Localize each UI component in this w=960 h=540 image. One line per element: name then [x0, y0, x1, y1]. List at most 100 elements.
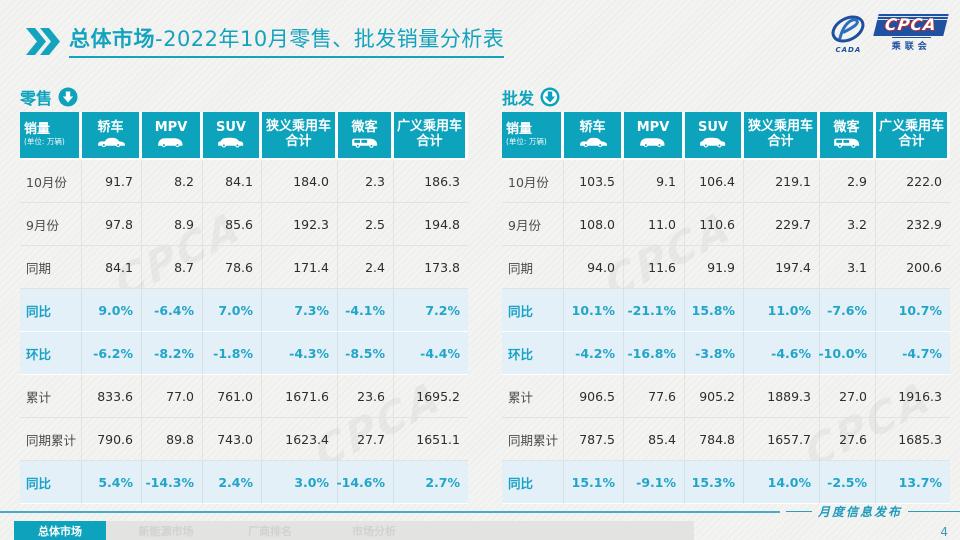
cada-emblem-icon: CADA — [825, 12, 871, 54]
table-cell: -4.4% — [394, 332, 468, 375]
tab-总体市场[interactable]: 总体市场 — [14, 521, 106, 540]
table-cell: 8.9 — [142, 203, 203, 246]
cpca-logo: CADA CPCA 乘联会 — [825, 12, 949, 54]
slide-header: 总体市场-2022年10月零售、批发销量分析表 CADA CPCA 乘联会 — [0, 0, 960, 76]
table-cell: 200.6 — [876, 246, 950, 289]
tab-厂商排名[interactable]: 厂商排名 — [248, 524, 292, 538]
table-cell: 784.8 — [685, 418, 744, 461]
table-cell: 7.0% — [203, 289, 262, 332]
column-label: 广义乘用车 — [878, 119, 944, 135]
table-cell: 3.1 — [820, 246, 876, 289]
table-cell: 2.4% — [203, 461, 262, 504]
table-cell: 232.9 — [876, 203, 950, 246]
table-cell: 1651.1 — [394, 418, 468, 461]
table-cell: 13.7% — [876, 461, 950, 504]
sales-table: 销量 (单位: 万辆) 轿车 MPV SUV 狭义乘用车 合计 微客 广义乘用车 合计 10月份 10… — [502, 112, 950, 504]
retail-table: 零售 销量 (单位: 万辆) 轿车 MPV SUV 狭义乘用车 合计 微客 广义乘用车 合计 10月份… — [20, 84, 468, 504]
table-cell: 89.8 — [142, 418, 203, 461]
table-cell: -4.1% — [338, 289, 394, 332]
table-cell: 761.0 — [203, 375, 262, 418]
row-label: 环比 — [20, 332, 82, 375]
table-cell: 2.9 — [820, 160, 876, 203]
release-label: 月度信息发布 — [817, 505, 902, 519]
table-cell: 5.4% — [82, 461, 142, 504]
table-cell: 27.0 — [820, 375, 876, 418]
unit-header-cell: 销量 (单位: 万辆) — [20, 112, 82, 160]
tab-strip: 新能源市场 厂商排名 市场分析 — [106, 521, 694, 540]
table-cell: -8.2% — [142, 332, 203, 375]
table-cell: 91.7 — [82, 160, 142, 203]
table-cell: 194.8 — [394, 203, 468, 246]
unit-label: 销量 — [506, 122, 533, 138]
unit-sub-label: (单位: 万辆) — [24, 137, 65, 147]
row-label: 同期累计 — [502, 418, 564, 461]
row-label: 同比 — [502, 289, 564, 332]
table-cell: 85.4 — [624, 418, 685, 461]
table-cell: 743.0 — [203, 418, 262, 461]
tab-新能源市场[interactable]: 新能源市场 — [138, 524, 194, 538]
table-cell: -6.4% — [142, 289, 203, 332]
sedan-icon — [97, 138, 125, 148]
table-cell: 186.3 — [394, 160, 468, 203]
table-cell: 11.6 — [624, 246, 685, 289]
column-label: MPV — [636, 119, 670, 135]
table-cell: 9.0% — [82, 289, 142, 332]
table-cell: 222.0 — [876, 160, 950, 203]
column-label-line2: 合计 — [767, 134, 794, 149]
row-label: 同期 — [20, 246, 82, 289]
row-label: 累计 — [20, 375, 82, 418]
title-subject: -2022年10月零售、批发销量分析表 — [155, 27, 505, 51]
table-cell: 106.4 — [685, 160, 744, 203]
table-cell: -10.0% — [818, 332, 876, 375]
table-cell: -7.6% — [820, 289, 876, 332]
column-label: 微客 — [351, 119, 378, 135]
table-cell: 110.6 — [685, 203, 744, 246]
table-cell: 11.0% — [744, 289, 820, 332]
table-cell: 229.7 — [744, 203, 820, 246]
row-label: 同期累计 — [20, 418, 82, 461]
table-cell: 9.1 — [624, 160, 685, 203]
table-cell: -3.8% — [685, 332, 744, 375]
table-cell: 787.5 — [564, 418, 624, 461]
suv-icon — [700, 138, 726, 148]
tab-市场分析[interactable]: 市场分析 — [352, 524, 396, 538]
unit-sub-label: (单位: 万辆) — [506, 137, 547, 147]
column-label-line2: 合计 — [285, 134, 312, 149]
column-label: MPV — [154, 119, 188, 135]
table-cell: -4.7% — [876, 332, 950, 375]
column-header-total: 广义乘用车 合计 — [394, 112, 468, 160]
wholesale-table: 批发 销量 (单位: 万辆) 轿车 MPV SUV 狭义乘用车 合计 微客 广义乘用车 合计 10月份… — [502, 84, 950, 504]
table-cell: 3.2 — [820, 203, 876, 246]
sedan-icon — [579, 138, 607, 148]
table-cell: -21.1% — [624, 289, 685, 332]
row-label: 同比 — [20, 461, 82, 504]
column-label: SUV — [698, 119, 728, 135]
table-cell: 77.6 — [624, 375, 685, 418]
row-label: 10月份 — [502, 160, 564, 203]
tables-area: 零售 销量 (单位: 万辆) 轿车 MPV SUV 狭义乘用车 合计 微客 广义乘用车 合计 10月份… — [20, 84, 950, 504]
table-cell: 84.1 — [82, 246, 142, 289]
table-cell: 7.2% — [394, 289, 468, 332]
table-cell: 2.3 — [338, 160, 394, 203]
table-cell: -4.3% — [262, 332, 338, 375]
table-cell: 8.7 — [142, 246, 203, 289]
table-cell: 27.7 — [338, 418, 394, 461]
table-cell: 171.4 — [262, 246, 338, 289]
section-head: 零售 — [20, 84, 468, 110]
table-cell: 91.9 — [685, 246, 744, 289]
column-label: SUV — [216, 119, 246, 135]
row-label: 9月份 — [20, 203, 82, 246]
table-cell: 15.8% — [685, 289, 744, 332]
table-cell: 1657.7 — [744, 418, 820, 461]
column-header-mpv: MPV — [624, 112, 685, 160]
column-label: 轿车 — [579, 119, 606, 135]
column-header-microvan: 微客 — [338, 112, 394, 160]
table-cell: 197.4 — [744, 246, 820, 289]
table-cell: 84.1 — [203, 160, 262, 203]
table-cell: 8.2 — [142, 160, 203, 203]
page-title: 总体市场-2022年10月零售、批发销量分析表 — [69, 26, 505, 59]
cpca-badge: CPCA 乘联会 — [873, 14, 949, 52]
download-arrow-icon — [540, 87, 560, 107]
table-cell: -6.2% — [82, 332, 142, 375]
